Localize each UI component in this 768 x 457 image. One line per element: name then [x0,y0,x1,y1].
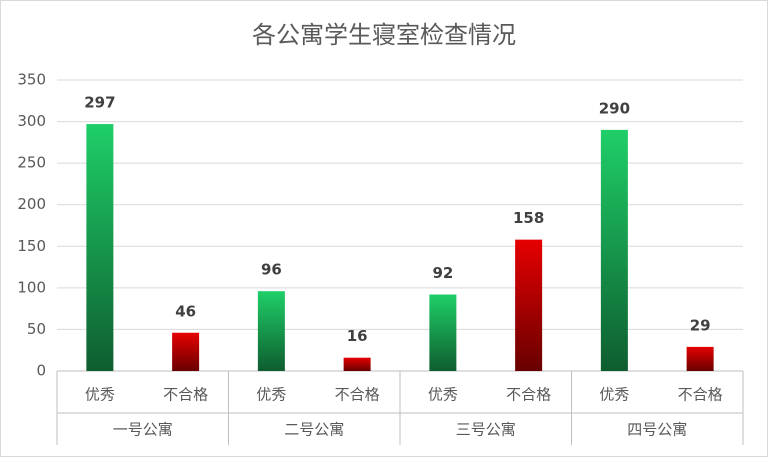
data-label: 158 [513,209,544,227]
data-label: 92 [432,264,453,282]
bar [686,346,714,371]
x-tick-label: 优秀 [85,386,115,404]
x-tick-label: 不合格 [506,386,551,404]
x-tick-label: 优秀 [599,386,629,404]
group-label: 三号公寓 [456,421,516,439]
bar [257,291,285,371]
data-label: 46 [175,302,196,320]
x-tick-label: 不合格 [163,386,208,404]
y-tick-label: 250 [17,154,46,172]
chart-title: 各公寓学生寝室检查情况 [252,21,516,49]
bar [343,357,371,371]
y-tick-label: 0 [36,362,46,380]
y-tick-label: 50 [27,320,46,338]
data-label: 96 [261,261,282,279]
x-tick-label: 不合格 [335,386,380,404]
group-label: 二号公寓 [284,421,344,439]
y-tick-label: 200 [17,195,46,213]
group-label: 一号公寓 [113,421,173,439]
bar [172,332,200,371]
bar [429,294,457,371]
bar [515,239,543,371]
bar [600,129,628,371]
data-label: 29 [690,316,711,334]
y-tick-label: 100 [17,278,46,296]
data-label: 290 [599,99,630,117]
x-tick-label: 优秀 [256,386,286,404]
y-tick-label: 300 [17,112,46,130]
x-tick-label: 不合格 [678,386,723,404]
y-tick-label: 350 [17,71,46,89]
group-label: 四号公寓 [627,421,687,439]
data-label: 16 [347,327,368,345]
y-tick-label: 150 [17,237,46,255]
x-tick-label: 优秀 [428,386,458,404]
bar [86,124,114,372]
data-label: 297 [84,94,115,112]
